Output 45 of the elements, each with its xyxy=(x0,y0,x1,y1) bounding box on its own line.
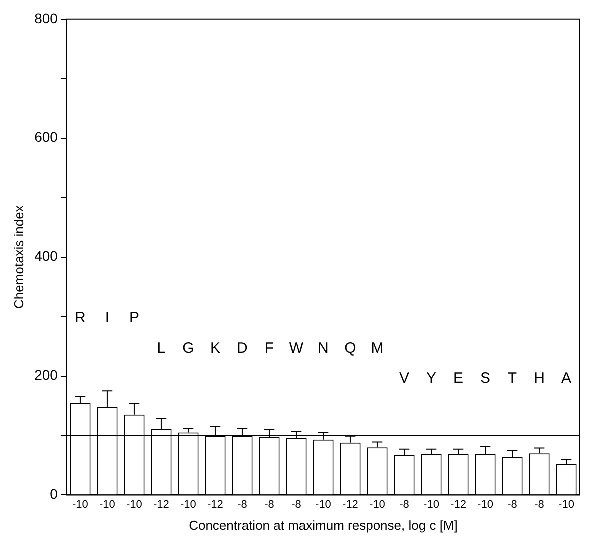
x-tick-label: -10 xyxy=(100,498,116,511)
x-tick-label: -10 xyxy=(424,498,440,511)
annotation: N xyxy=(318,340,329,357)
y-tick-label: 0 xyxy=(50,486,58,502)
y-tick-label: 400 xyxy=(34,248,58,264)
annotation: S xyxy=(480,370,490,388)
x-tick-label: -8 xyxy=(238,498,248,511)
annotation: G xyxy=(182,340,194,357)
annotation: Y xyxy=(426,370,436,388)
annotation: T xyxy=(508,370,518,388)
x-tick-label: -8 xyxy=(534,498,544,511)
x-tick-label: -10 xyxy=(478,498,494,511)
x-tick-label: -12 xyxy=(342,498,358,511)
annotation: A xyxy=(561,370,572,388)
y-tick-label: 200 xyxy=(34,367,58,384)
x-tick-label: -12 xyxy=(208,498,224,511)
x-axis-title: Concentration at maximum response, log c [M] xyxy=(189,518,458,533)
x-tick-label: -10 xyxy=(180,498,196,511)
annotation: K xyxy=(210,340,220,357)
x-tick-label: -10 xyxy=(316,498,332,511)
x-tick-label: -12 xyxy=(154,498,170,511)
annotation: V xyxy=(399,370,410,388)
x-tick-label: -10 xyxy=(558,498,574,511)
annotation: H xyxy=(534,370,545,388)
annotation: E xyxy=(453,370,464,388)
x-tick-label: -10 xyxy=(126,498,142,511)
annotation: M xyxy=(371,340,384,357)
annotation: R xyxy=(75,309,86,326)
annotation: D xyxy=(237,340,248,357)
annotation: W xyxy=(289,340,304,357)
x-tick-label: -12 xyxy=(450,498,466,511)
annotation: P xyxy=(129,309,140,326)
y-tick-label: 600 xyxy=(34,129,58,146)
y-axis-title: Chemotaxis index xyxy=(11,205,26,309)
annotation: F xyxy=(264,340,274,357)
x-tick-label: -8 xyxy=(400,498,410,511)
annotation: Q xyxy=(344,340,356,357)
x-tick-label: -8 xyxy=(508,498,518,511)
x-tick-label: -10 xyxy=(72,498,88,511)
annotation: L xyxy=(157,340,166,357)
annotation: I xyxy=(105,309,110,326)
x-tick-label: -8 xyxy=(264,498,274,511)
x-tick-label: -8 xyxy=(292,498,302,511)
y-tick-label: 800 xyxy=(34,10,58,26)
x-tick-label: -10 xyxy=(370,498,386,511)
